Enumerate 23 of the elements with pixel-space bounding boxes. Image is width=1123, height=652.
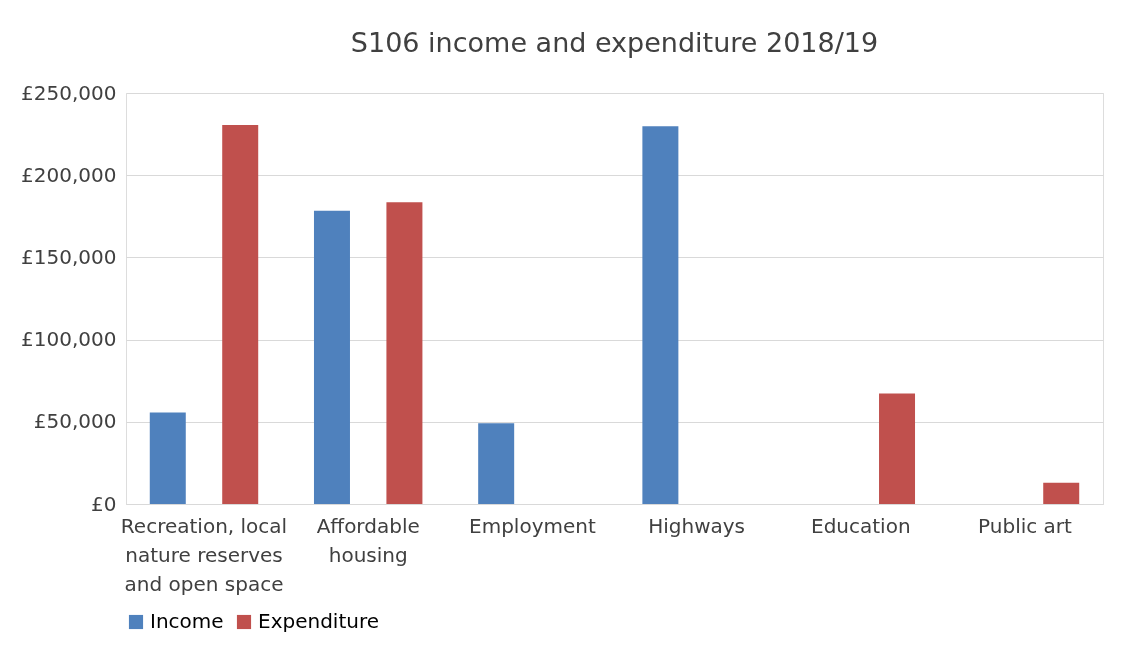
x-tick-label: Highways [648,513,746,538]
x-tick-label: Public art [978,513,1073,538]
y-tick-label: £200,000 [21,162,117,187]
bar [222,125,259,504]
x-tick-label: Recreation, local nature reserves and open space [120,513,288,596]
bar [478,423,515,504]
bar [879,393,916,504]
y-tick-label: £150,000 [21,244,117,269]
bar [642,126,679,504]
chart-title: S106 income and expenditure 2018/19 [350,27,879,58]
legend-label: Expenditure [258,609,380,633]
x-tick-label: Education [811,513,911,538]
y-tick-label: £0 [91,491,117,516]
bar [313,210,350,504]
legend-label: Income [150,609,224,633]
y-tick-label: £100,000 [21,327,117,352]
bar [149,412,186,504]
y-tick-label: £250,000 [21,80,117,105]
bar [1043,482,1080,504]
bar [386,202,423,504]
y-tick-label: £50,000 [33,409,117,434]
x-tick-label: Affordable housing [316,513,420,567]
x-tick-label: Employment [469,513,596,538]
